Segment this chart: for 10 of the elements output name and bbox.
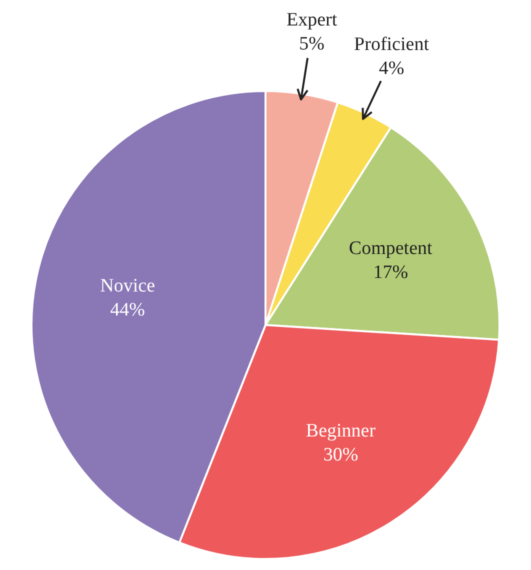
- slice-label: Proficient: [354, 34, 430, 56]
- data-label: 44%: [110, 300, 146, 321]
- slice-label: Novice: [100, 276, 156, 297]
- slice-label: Expert: [286, 10, 338, 31]
- data-label: 17%: [373, 262, 408, 284]
- slice-label: Competent: [348, 238, 433, 260]
- data-label: 4%: [378, 58, 404, 80]
- data-label: 5%: [299, 34, 325, 55]
- data-label: 30%: [323, 444, 358, 466]
- slice-label: Beginner: [306, 420, 376, 442]
